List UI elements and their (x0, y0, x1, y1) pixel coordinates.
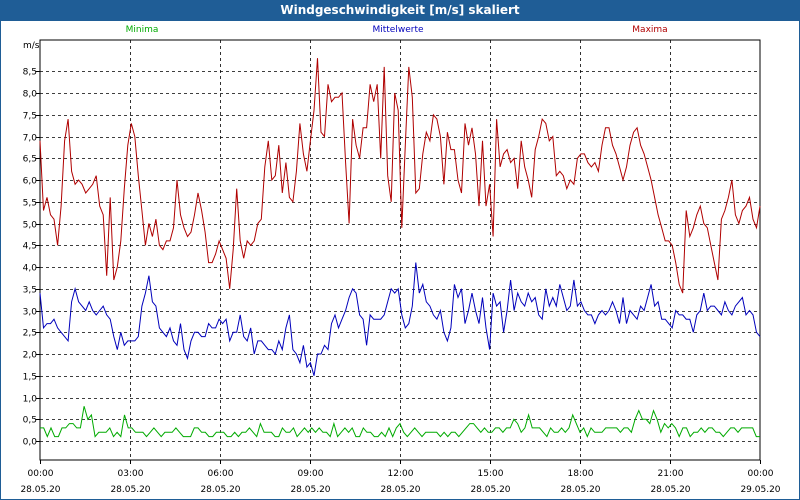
x-tick-time: 15:00 (478, 469, 504, 479)
y-tick-label: 2,5 (23, 329, 37, 339)
x-tick-time: 00:00 (748, 469, 774, 479)
y-tick-label: 2,0 (23, 351, 38, 361)
y-tick-label: 6,5 (23, 155, 37, 165)
series-lines (39, 58, 761, 438)
y-tick-label: 4,0 (23, 264, 38, 274)
x-tick-time: 18:00 (568, 469, 594, 479)
y-tick-label: 3,0 (23, 308, 38, 318)
x-tick-date: 28.05.20 (20, 485, 60, 495)
y-tick-label: 5,0 (23, 221, 38, 231)
y-tick-label: 6,0 (23, 177, 38, 187)
y-tick-label: 0,5 (23, 416, 37, 426)
x-tick-date: 28.05.20 (110, 485, 150, 495)
series-minima-line (40, 406, 760, 438)
y-tick-label: 1,0 (23, 395, 38, 405)
plot-area (39, 39, 761, 461)
y-tick-label: 7,5 (23, 112, 37, 122)
x-tick-date: 28.05.20 (470, 485, 510, 495)
x-tick-date: 29.05.20 (740, 485, 780, 495)
x-tick-time: 00:00 (28, 469, 54, 479)
y-tick-label: 4,5 (23, 242, 37, 252)
y-tick-label: 8,0 (23, 90, 38, 100)
y-tick-label: 1,5 (23, 373, 37, 383)
x-tick-time: 09:00 (298, 469, 324, 479)
legend-mittelwerte: Mittelwerte (372, 25, 423, 35)
legend-minima: Minima (126, 25, 159, 35)
series-mittelwerte-line (39, 262, 761, 376)
axes: 0,0 0,5 1,0 1,5 2,0 2,5 3,0 3,5 4,0 4,5 5,0 5,5 6,0 6… (20, 39, 781, 495)
x-tick-time: 03:00 (118, 469, 144, 479)
x-tick-date: 28.05.20 (560, 485, 600, 495)
y-unit-label: m/s (23, 41, 40, 51)
x-tick-time: 06:00 (208, 469, 234, 479)
series-maxima-line (39, 58, 761, 294)
y-tick-label: 8,5 (23, 68, 37, 78)
x-tick-date: 28.05.20 (290, 485, 330, 495)
y-tick-label: 7,0 (23, 134, 38, 144)
x-tick-date: 28.05.20 (380, 485, 420, 495)
x-tick-date: 28.05.20 (650, 485, 690, 495)
grid (40, 40, 760, 460)
legend-maxima: Maxima (632, 25, 667, 35)
y-tick-label: 3,5 (23, 286, 37, 296)
y-tick-label: 5,5 (23, 199, 37, 209)
x-tick-date: 28.05.20 (200, 485, 240, 495)
y-tick-label: 0,0 (23, 438, 38, 448)
window-title: Windgeschwindigkeit [m/s] skaliert (0, 0, 800, 20)
x-tick-time: 12:00 (388, 469, 414, 479)
x-tick-time: 21:00 (658, 469, 684, 479)
